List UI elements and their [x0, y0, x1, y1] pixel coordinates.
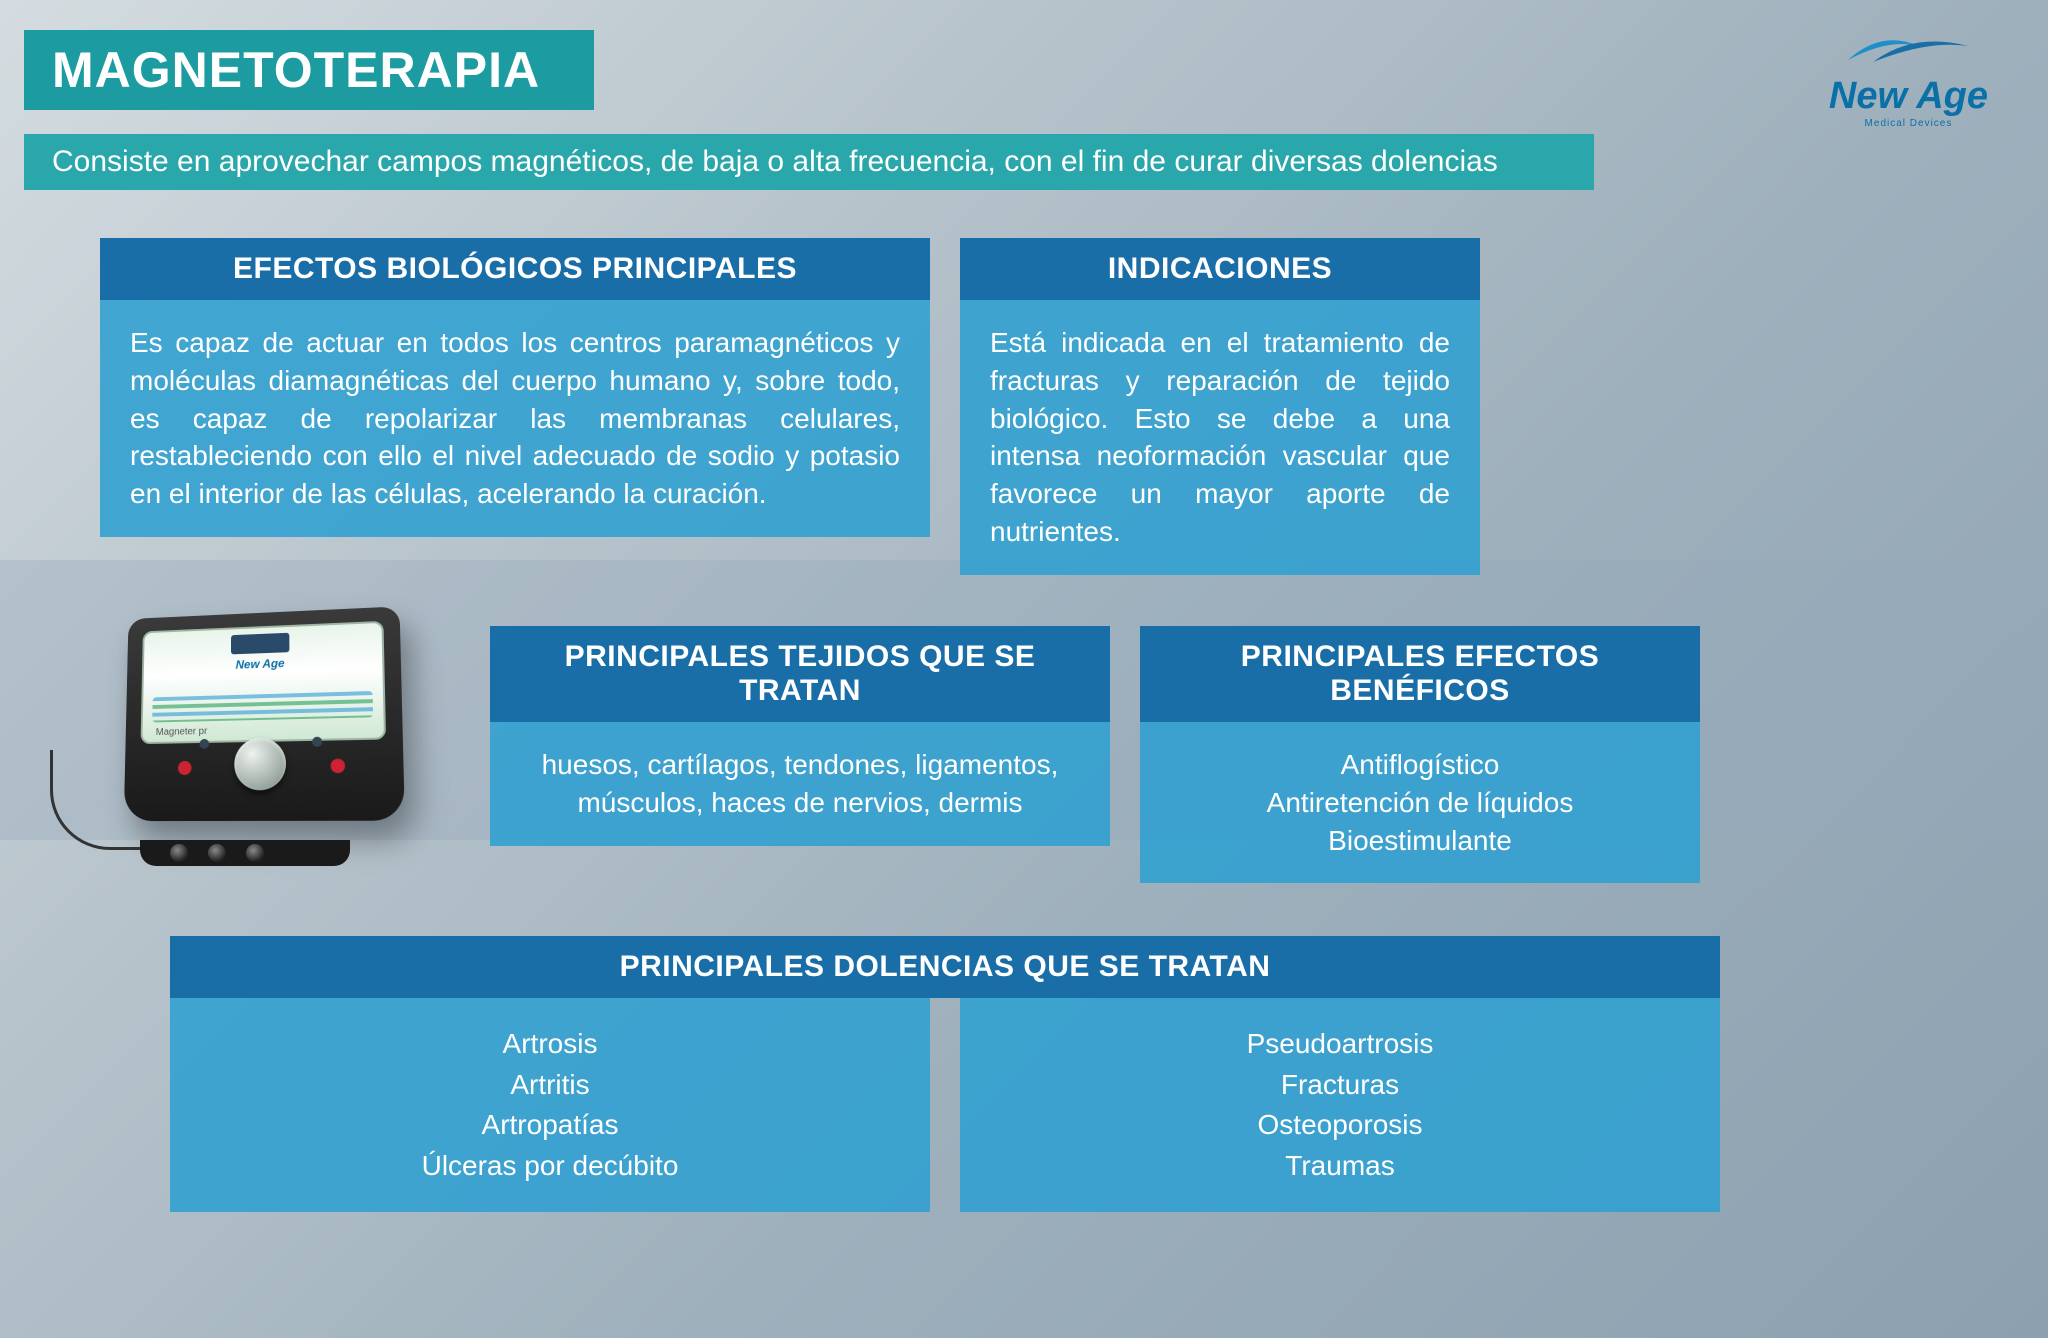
panel-beneficos-body: Antiflogístico Antiretención de líquidos…: [1140, 722, 1700, 883]
dolencias-item: Fracturas: [980, 1065, 1700, 1106]
dolencias-item: Úlceras por decúbito: [190, 1146, 910, 1187]
device-button-icon: [178, 761, 192, 775]
dolencias-item: Pseudoartrosis: [980, 1024, 1700, 1065]
device-model: Magneter pr: [156, 726, 208, 738]
panel-tejidos: PRINCIPALES TEJIDOS QUE SE TRATAN huesos…: [490, 626, 1110, 846]
device-lcd-icon: [231, 633, 289, 655]
device-ports: [140, 840, 350, 866]
dolencias-col-right: Pseudoartrosis Fracturas Osteoporosis Tr…: [960, 998, 1720, 1212]
device-button-icon: [331, 759, 346, 774]
brand-logo: New Age Medical Devices: [1829, 30, 1988, 129]
device-screen: New Age Magneter pr: [141, 621, 387, 744]
device-image: New Age Magneter pr: [80, 600, 420, 860]
panel-dolencias: PRINCIPALES DOLENCIAS QUE SE TRATAN Artr…: [170, 936, 1720, 1212]
logo-brand-text: New Age: [1829, 75, 1988, 118]
device-brand: New Age: [144, 653, 383, 675]
device-led-icon: [312, 737, 322, 747]
beneficos-item: Bioestimulante: [1170, 822, 1670, 860]
device-body: New Age Magneter pr: [124, 606, 405, 821]
dolencias-item: Artritis: [190, 1065, 910, 1106]
logo-tagline: Medical Devices: [1829, 118, 1988, 129]
panel-tejidos-header: PRINCIPALES TEJIDOS QUE SE TRATAN: [490, 626, 1110, 722]
main-title-bar: MAGNETOTERAPIA: [24, 30, 594, 110]
panel-dolencias-body: Artrosis Artritis Artropatías Úlceras po…: [170, 998, 1720, 1212]
device-jack-icon: [208, 844, 226, 862]
logo-swoosh-icon: [1843, 30, 1973, 68]
subtitle-bar: Consiste en aprovechar campos magnéticos…: [24, 134, 1594, 190]
device-led-icon: [199, 739, 209, 749]
device-jack-icon: [170, 844, 188, 862]
device-knob-icon: [234, 737, 286, 790]
device-stripes-icon: [152, 691, 373, 722]
beneficos-item: Antiflogístico: [1170, 746, 1670, 784]
device-jack-icon: [246, 844, 264, 862]
main-title: MAGNETOTERAPIA: [52, 41, 540, 99]
beneficos-item: Antiretención de líquidos: [1170, 784, 1670, 822]
panel-efectos: EFECTOS BIOLÓGICOS PRINCIPALES Es capaz …: [100, 238, 930, 537]
panel-efectos-body: Es capaz de actuar en todos los centros …: [100, 300, 930, 537]
panel-beneficos-header: PRINCIPALES EFECTOS BENÉFICOS: [1140, 626, 1700, 722]
panel-dolencias-header: PRINCIPALES DOLENCIAS QUE SE TRATAN: [170, 936, 1720, 998]
panel-efectos-header: EFECTOS BIOLÓGICOS PRINCIPALES: [100, 238, 930, 300]
dolencias-col-left: Artrosis Artritis Artropatías Úlceras po…: [170, 998, 930, 1212]
panel-indicaciones-body: Está indicada en el tratamiento de fract…: [960, 300, 1480, 575]
subtitle-text: Consiste en aprovechar campos magnéticos…: [52, 145, 1498, 179]
dolencias-item: Artropatías: [190, 1105, 910, 1146]
panel-indicaciones: INDICACIONES Está indicada en el tratami…: [960, 238, 1480, 575]
panel-indicaciones-header: INDICACIONES: [960, 238, 1480, 300]
dolencias-item: Osteoporosis: [980, 1105, 1700, 1146]
panel-beneficos: PRINCIPALES EFECTOS BENÉFICOS Antiflogís…: [1140, 626, 1700, 883]
dolencias-item: Artrosis: [190, 1024, 910, 1065]
panel-tejidos-body: huesos, cartílagos, tendones, ligamentos…: [490, 722, 1110, 846]
dolencias-item: Traumas: [980, 1146, 1700, 1187]
